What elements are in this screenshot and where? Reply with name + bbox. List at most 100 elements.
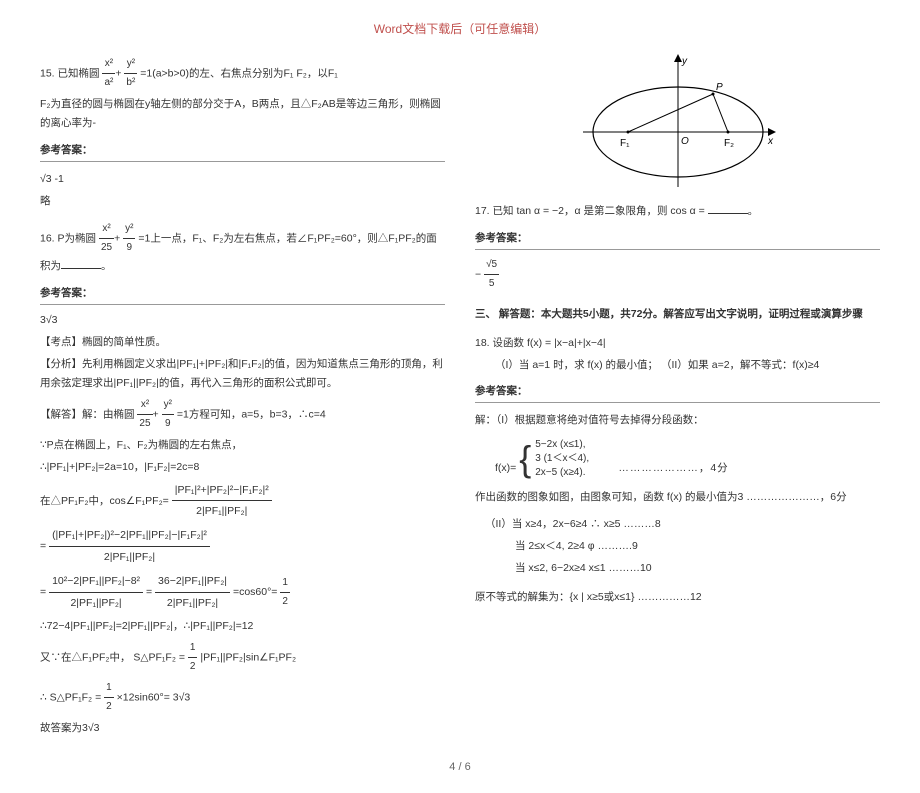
dots4: …………………，4分 — [618, 462, 728, 474]
area-s: S△PF₁F₂ — [133, 651, 176, 663]
jieda-frac2: y² 9 — [162, 396, 174, 433]
frac-num: y² — [124, 55, 137, 74]
piece3: 2x−5 (x≥4). — [535, 467, 585, 478]
answer-label-15: 参考答案： — [40, 141, 445, 160]
q15-text-a: 15. 已知椭圆 — [40, 67, 100, 79]
frac-den: 2 — [104, 698, 114, 716]
frac-den: b² — [124, 74, 137, 92]
cos-frac1: |PF₁|²+|PF₂|²−|F₁F₂|² 2|PF₁||PF₂| — [172, 480, 272, 523]
pc-label: f(x)= — [495, 462, 516, 474]
frac-den: 25 — [137, 415, 152, 433]
divider — [40, 160, 445, 162]
ellipse-diagram: y x P O F₁ F₂ — [578, 52, 778, 192]
cos-frac3: 10²−2|PF₁||PF₂|−8² 2|PF₁||PF₂| — [49, 571, 143, 614]
af-frac: 1 2 — [104, 679, 114, 716]
frac-den: 2|PF₁||PF₂| — [155, 593, 230, 614]
q16-text-a: 16. P为椭圆 — [40, 233, 96, 245]
label-x: x — [767, 136, 774, 147]
calc: ∴72−4|PF₁||PF₂|=2|PF₁||PF₂|，∴|PF₁||PF₂|=… — [40, 617, 445, 636]
q18: 18. 设函数 f(x) = |x−a|+|x−4| — [475, 334, 880, 353]
q17-b: tan α = −2，α 是第二象限角，则 cos α = — [516, 205, 704, 217]
q17-a: 17. 已知 — [475, 205, 514, 217]
area-b: |PF₁||PF₂|sin∠F₁PF₂ — [200, 651, 296, 663]
frac-num: x² — [102, 55, 115, 74]
q18-b: f(x) = |x−a|+|x−4| — [527, 337, 606, 349]
ans16: 3√3 — [40, 311, 445, 330]
label-f2: F₂ — [724, 138, 734, 149]
frac-den: 2|PF₁||PF₂| — [49, 593, 143, 614]
cos-line2: = (|PF₁|+|PF₂|)²−2|PF₁||PF₂|−|F₁F₂|² 2|P… — [40, 525, 445, 568]
frac-den: a² — [102, 74, 115, 92]
cos-line1: 在△PF₁F₂中，cos∠F₁PF₂= |PF₁|²+|PF₂|²−|F₁F₂|… — [40, 480, 445, 523]
divider — [475, 248, 880, 250]
ii-a: （II）当 x≥4，2x−6≥4 ∴ x≥5 ………8 — [475, 515, 880, 534]
jieda-frac1: x² 25 — [137, 396, 152, 433]
frac-num: 10²−2|PF₁||PF₂|−8² — [49, 571, 143, 593]
frac-num: 1 — [104, 679, 114, 698]
kaodian: 【考点】椭圆的简单性质。 — [40, 333, 445, 352]
label-y: y — [681, 56, 688, 67]
cos-eq: =cos60°= — [233, 586, 277, 598]
frac-den: 9 — [123, 239, 135, 257]
ans17-frac: √5 5 — [484, 256, 499, 293]
answer-label-16: 参考答案： — [40, 284, 445, 303]
cos-lhs: 在△PF₁F₂中，cos∠F₁PF₂= — [40, 495, 169, 507]
pieces: 5−2x (x≤1), 3 (1＜x＜4), 2x−5 (x≥4). — [535, 438, 589, 480]
two-column-layout: 15. 已知椭圆 x² a² + y² b² =1(a>b>0)的左、右焦点分别… — [40, 52, 880, 741]
q18-i: （I）当 a=1 时，求 f(x) 的最小值； （II）如果 a=2，解不等式：… — [475, 356, 880, 375]
area-a: 又∵在△F₁PF₂中， — [40, 651, 130, 663]
fenxi: 【分析】先利用椭圆定义求出|PF₁|+|PF₂|和|F₁F₂|的值，因为知道焦点… — [40, 355, 445, 393]
answer-label-18: 参考答案： — [475, 382, 880, 401]
page-header: Word文档下载后（可任意编辑） — [40, 20, 880, 37]
divider — [40, 303, 445, 305]
piece2: 3 (1＜x＜4), — [535, 453, 589, 464]
frac-num: 1 — [280, 574, 290, 593]
af-s: S△PF₁F₂ — [50, 691, 93, 703]
q18-a: 18. 设函数 — [475, 337, 524, 349]
line6: 作出函数的图象如图，由图象可知，函数 f(x) 的最小值为3 …………………，6… — [475, 488, 880, 507]
q15-frac2: y² b² — [124, 55, 137, 92]
half-frac: 1 2 — [280, 574, 290, 611]
frac-den: 5 — [484, 275, 499, 293]
jieda: 【解答】解：由椭圆 x² 25 + y² 9 =1方程可知，a=5，b=3，∴c… — [40, 396, 445, 433]
frac-den: 2 — [188, 658, 198, 676]
jieda-a: 【解答】解：由椭圆 — [40, 408, 135, 420]
divider — [475, 401, 880, 403]
ii-c: 当 x≤2, 6−2x≥4 x≤1 ………10 — [475, 559, 880, 578]
brace-icon: { — [519, 441, 531, 477]
left-column: 15. 已知椭圆 x² a² + y² b² =1(a>b>0)的左、右焦点分别… — [40, 52, 445, 741]
jieda-b: =1方程可知，a=5，b=3，∴c=4 — [177, 408, 326, 420]
frac-num: (|PF₁|+|PF₂|)²−2|PF₁||PF₂|−|F₁F₂|² — [49, 525, 210, 547]
blank — [61, 258, 101, 269]
ans15: √3 -1 — [40, 170, 445, 189]
frac-den: 2|PF₁||PF₂| — [49, 547, 210, 568]
frac-num: |PF₁|²+|PF₂|²−|F₁F₂|² — [172, 480, 272, 502]
area-line: 又∵在△F₁PF₂中， S△PF₁F₂ = 1 2 |PF₁||PF₂|sin∠… — [40, 639, 445, 676]
af-d: 3√3 — [173, 691, 190, 703]
q16-frac2: y² 9 — [123, 220, 135, 257]
frac-num: y² — [162, 396, 174, 415]
jie-i: 解：（I）根据题意将绝对值符号去掉得分段函数： — [475, 411, 880, 430]
frac-den: 2 — [280, 593, 290, 611]
final: 原不等式的解集为：{x | x≥5或x≤1} ……………12 — [475, 588, 880, 607]
frac-num: x² — [99, 220, 114, 239]
section3: 三、 解答题：本大题共5小题，共72分。解答应写出文字说明，证明过程或演算步骤 — [475, 305, 880, 324]
cos-line3: = 10²−2|PF₁||PF₂|−8² 2|PF₁||PF₂| = 36−2|… — [40, 571, 445, 614]
gu: 故答案为3√3 — [40, 719, 445, 738]
frac-den: 9 — [162, 415, 174, 433]
q15-line1: 15. 已知椭圆 x² a² + y² b² =1(a>b>0)的左、右焦点分别… — [40, 55, 445, 92]
ans17-sign: − — [475, 268, 481, 280]
q17: 17. 已知 tan α = −2，α 是第二象限角，则 cos α = 。 — [475, 202, 880, 221]
area-eq: = — [179, 651, 185, 663]
piece1: 5−2x (x≤1), — [535, 439, 585, 450]
frac-num: 1 — [188, 639, 198, 658]
frac-num: √5 — [484, 256, 499, 275]
pt: ∵P点在椭圆上，F₁、F₂为椭圆的左右焦点， — [40, 436, 445, 455]
q15-text-b: =1(a>b>0)的左、右焦点分别为F₁ F₂，以F₁ — [140, 67, 338, 79]
ii-b: 当 2≤x＜4, 2≥4 φ ……….9 — [475, 537, 880, 556]
answer-label-17: 参考答案： — [475, 229, 880, 248]
sum: ∴|PF₁|+|PF₂|=2a=10，|F₁F₂|=2c=8 — [40, 458, 445, 477]
piecewise: f(x)= { 5−2x (x≤1), 3 (1＜x＜4), 2x−5 (x≥4… — [495, 438, 880, 480]
label-o: O — [681, 136, 689, 147]
af-c: ×12sin60°= — [117, 691, 170, 703]
